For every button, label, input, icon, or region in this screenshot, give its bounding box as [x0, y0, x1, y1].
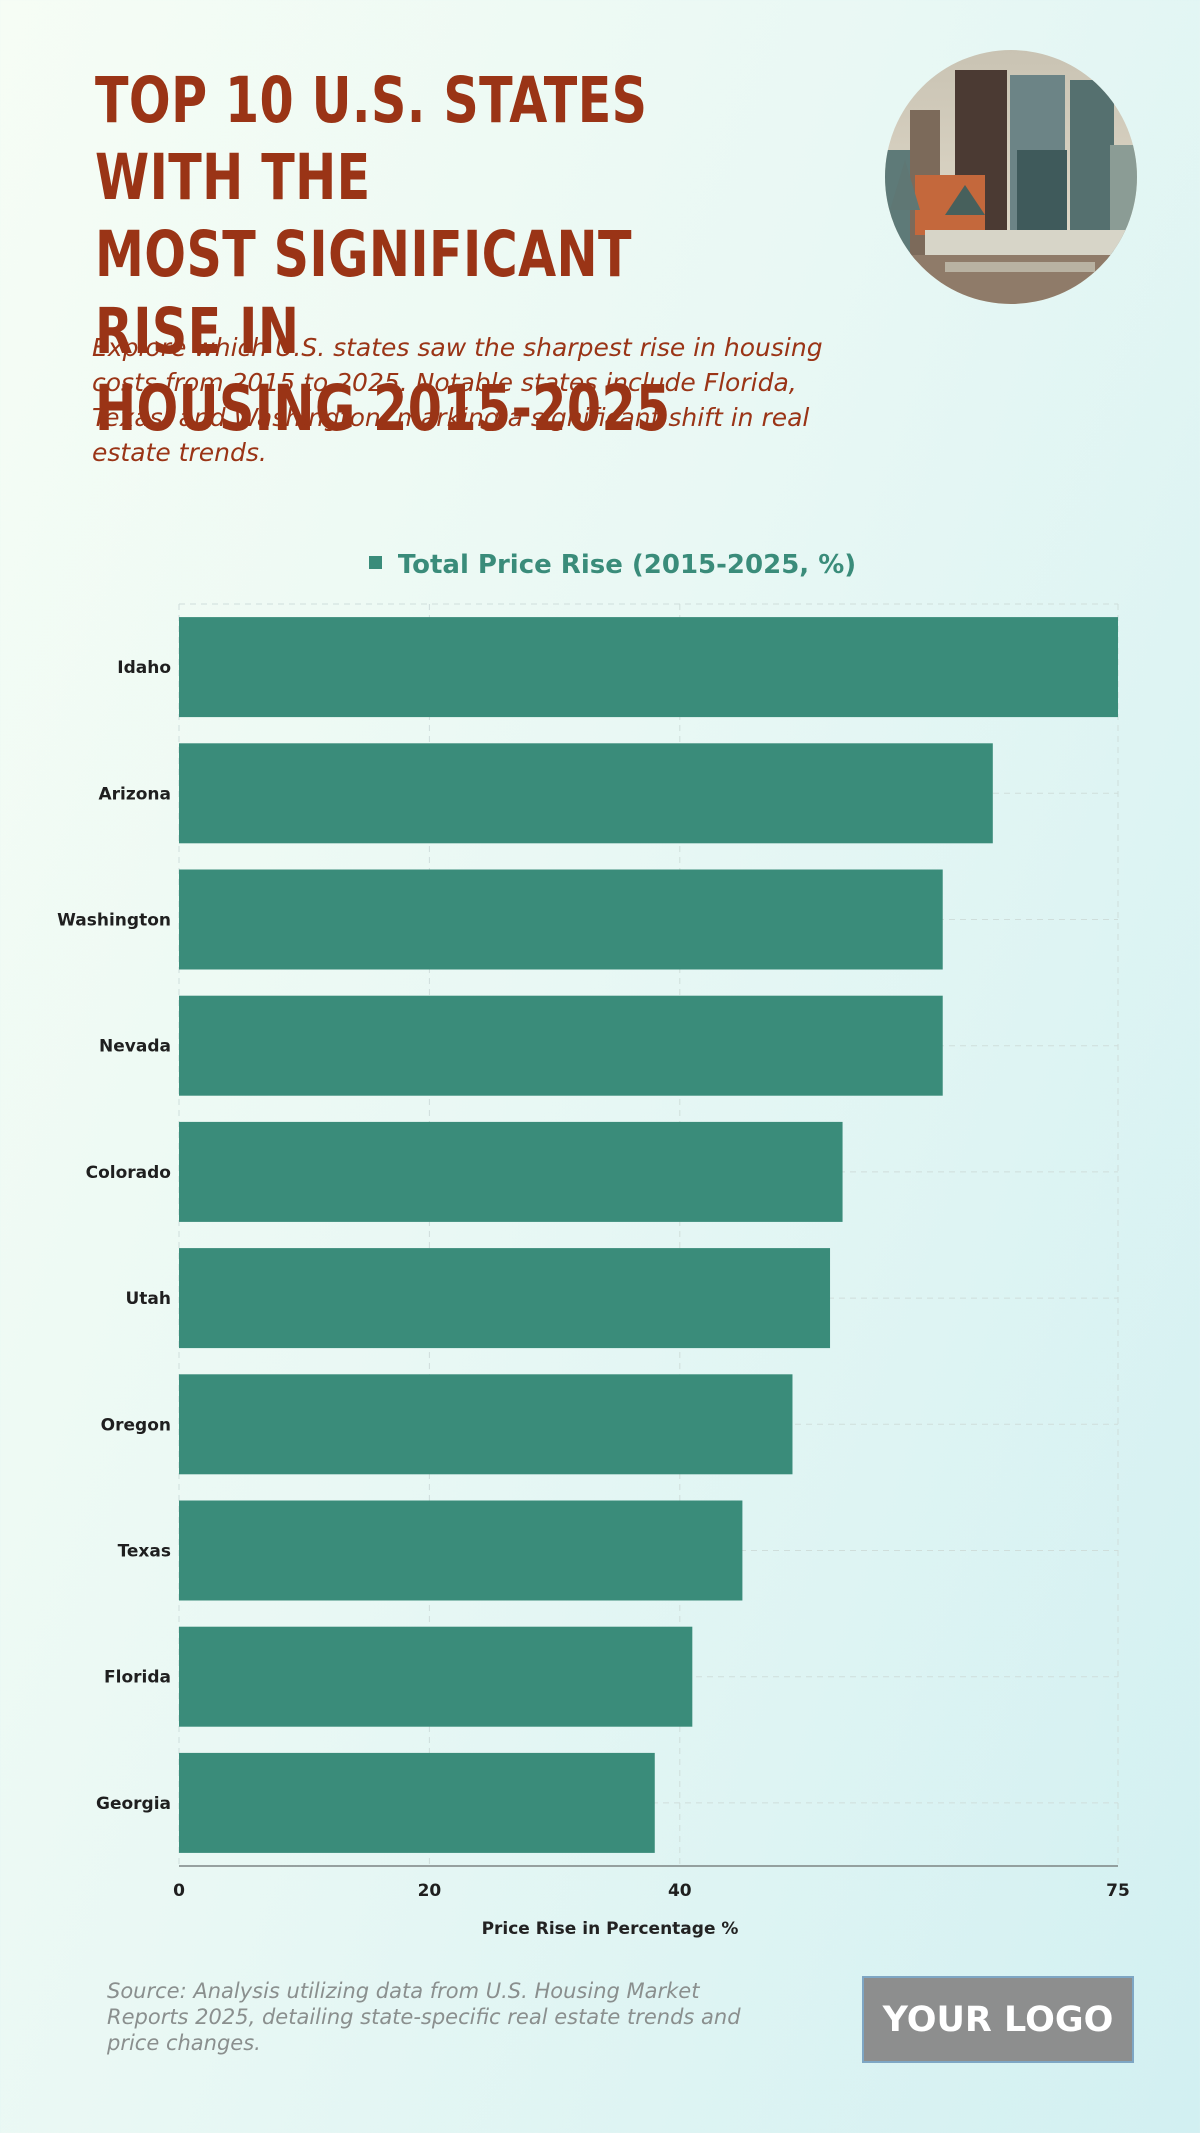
- bar-idaho: [179, 617, 1118, 718]
- category-label-florida: Florida: [104, 1668, 171, 1688]
- x-tick-label-20: 20: [418, 1881, 442, 1901]
- category-label-utah: Utah: [125, 1289, 171, 1309]
- category-label-texas: Texas: [118, 1542, 171, 1562]
- x-tick-labels: 0 20 40 75: [173, 1881, 1130, 1901]
- x-axis-label: Price Rise in Percentage %: [482, 1919, 739, 1939]
- bar-florida: [179, 1626, 693, 1727]
- bar-chart: Idaho Arizona Washington Nevada Colorado Utah…: [57, 603, 1130, 1939]
- bar-oregon: [179, 1374, 793, 1475]
- x-tick-label-40: 40: [668, 1881, 692, 1901]
- page-title: Top 10 U.S. States with the Most Signifi…: [95, 64, 671, 445]
- bar-washington: [179, 869, 943, 970]
- x-tick-label-75: 75: [1106, 1881, 1130, 1901]
- bar-utah: [179, 1248, 831, 1349]
- page-subtitle: Explore which U.S. states saw the sharpe…: [92, 333, 823, 467]
- bar-colorado: [179, 1121, 843, 1222]
- source-note: Source: Analysis utilizing data from U.S…: [107, 1979, 741, 2055]
- bar-texas: [179, 1500, 743, 1601]
- bar-georgia: [179, 1752, 655, 1853]
- legend-swatch: [368, 556, 382, 569]
- chart-bars: [179, 617, 1118, 1853]
- category-labels: Idaho Arizona Washington Nevada Colorado Utah…: [57, 658, 171, 1814]
- bar-nevada: [179, 995, 943, 1096]
- bar-arizona: [179, 743, 993, 844]
- legend-label: Total Price Rise (2015-2025, %): [397, 550, 857, 580]
- logo-placeholder[interactable]: YOUR LOGO: [862, 1976, 1134, 2063]
- city-skyline-photo: [885, 50, 1137, 304]
- category-label-nevada: Nevada: [99, 1037, 171, 1057]
- category-label-oregon: Oregon: [101, 1415, 171, 1435]
- x-tick-label-0: 0: [173, 1881, 185, 1901]
- category-label-washington: Washington: [57, 911, 171, 931]
- category-label-idaho: Idaho: [117, 658, 171, 678]
- category-label-georgia: Georgia: [96, 1794, 171, 1814]
- category-label-arizona: Arizona: [98, 784, 171, 804]
- chart-legend: Total Price Rise (2015-2025, %): [0, 550, 1200, 580]
- category-label-colorado: Colorado: [86, 1163, 171, 1183]
